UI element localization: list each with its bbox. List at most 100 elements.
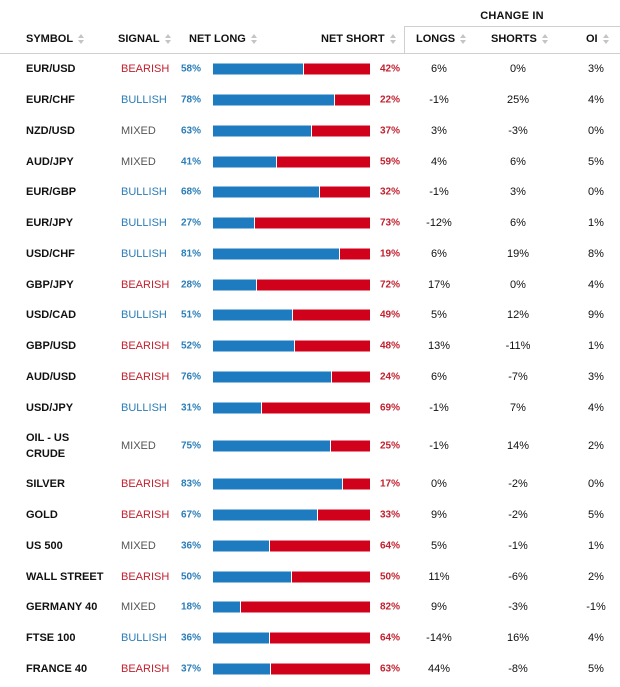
net-short-bar-fill [335, 94, 370, 106]
table-row[interactable]: FRANCE 40 BEARISH 37% 63% 44% -8% 5% [0, 654, 620, 685]
shorts-change-value: 0% [510, 278, 526, 291]
symbol-cell[interactable]: USD/CAD [26, 309, 77, 322]
table-row[interactable]: GOLD BEARISH 67% 33% 9% -2% 5% [0, 500, 620, 531]
signal-cell: BULLISH [121, 94, 167, 107]
sort-icon[interactable] [250, 34, 257, 44]
table-row[interactable]: GBP/JPY BEARISH 28% 72% 17% 0% 4% [0, 269, 620, 300]
table-row[interactable]: EUR/USD BEARISH 58% 42% 6% 0% 3% [0, 54, 620, 85]
oi-change-value: 5% [588, 662, 604, 675]
net-short-bar-fill [340, 248, 370, 260]
shorts-change-value: 19% [506, 247, 530, 260]
table-row[interactable]: EUR/CHF BULLISH 78% 22% -1% 25% 4% [0, 85, 620, 116]
sort-icon[interactable] [460, 34, 467, 44]
shorts-column-header[interactable]: SHORTS [491, 33, 548, 45]
longs-change-value: 6% [431, 63, 447, 76]
symbol-cell[interactable]: SILVER [26, 478, 65, 491]
net-long-bar-fill [213, 156, 278, 168]
symbol-cell[interactable]: EUR/GBP [26, 186, 77, 199]
net-long-value: 27% [181, 217, 202, 229]
signal-cell: BEARISH [121, 478, 170, 491]
net-short-bar-fill [330, 440, 370, 452]
symbol-cell[interactable]: WALL STREET [26, 570, 104, 583]
symbol-cell[interactable]: US 500 [26, 539, 63, 552]
net-long-value: 36% [181, 540, 202, 552]
symbol-cell[interactable]: EUR/USD [26, 63, 76, 76]
table-row[interactable]: OIL - US CRUDE MIXED 75% 25% -1% 14% 2% [0, 423, 620, 469]
change-in-label: CHANGE IN [480, 10, 544, 22]
symbol-cell[interactable]: USD/JPY [26, 401, 74, 414]
table-row[interactable]: US 500 MIXED 36% 64% 5% -1% 1% [0, 531, 620, 562]
net-short-value: 72% [379, 279, 400, 291]
sort-icon[interactable] [541, 34, 548, 44]
sort-icon[interactable] [602, 34, 609, 44]
symbol-cell[interactable]: GERMANY 40 [26, 601, 98, 614]
symbol-cell[interactable]: GBP/USD [26, 340, 77, 353]
table-row[interactable]: NZD/USD MIXED 63% 37% 3% -3% 0% [0, 116, 620, 147]
longs-change-value: -1% [429, 440, 449, 452]
longs-change-value: 9% [431, 601, 447, 614]
net-short-header-label: NET SHORT [321, 33, 385, 45]
symbol-cell[interactable]: AUD/JPY [26, 155, 74, 168]
oi-change-value: 0% [588, 478, 604, 491]
net-long-bar-fill [213, 663, 272, 675]
table-row[interactable]: AUD/USD BEARISH 76% 24% 6% -7% 3% [0, 362, 620, 393]
net-position-bar [213, 509, 370, 521]
signal-cell: MIXED [121, 124, 156, 137]
net-short-value: 48% [379, 340, 400, 352]
net-position-bar [213, 371, 370, 383]
table-row[interactable]: EUR/JPY BULLISH 27% 73% -12% 6% 1% [0, 208, 620, 239]
symbol-cell[interactable]: EUR/JPY [26, 217, 74, 230]
symbol-cell[interactable]: GOLD [26, 509, 58, 522]
longs-column-header[interactable]: LONGS [416, 33, 467, 45]
sort-icon[interactable] [389, 34, 396, 44]
signal-cell: MIXED [121, 440, 156, 452]
net-position-bar [213, 186, 370, 198]
net-short-bar-fill [241, 601, 370, 613]
net-short-column-header[interactable]: NET SHORT [321, 33, 396, 45]
net-long-value: 41% [181, 156, 202, 168]
table-row[interactable]: USD/CHF BULLISH 81% 19% 6% 19% 8% [0, 239, 620, 270]
symbol-cell[interactable]: EUR/CHF [26, 94, 75, 107]
longs-change-value: -1% [429, 186, 449, 199]
sort-icon[interactable] [164, 34, 171, 44]
oi-change-value: 1% [588, 217, 604, 230]
net-long-value: 31% [181, 402, 202, 414]
signal-column-header[interactable]: SIGNAL [118, 33, 171, 45]
shorts-change-value: -3% [508, 124, 528, 137]
shorts-change-value: -8% [508, 662, 528, 675]
signal-cell: BULLISH [121, 401, 167, 414]
shorts-change-value: -3% [508, 601, 528, 614]
net-short-bar-fill [277, 156, 370, 168]
table-row[interactable]: SILVER BEARISH 83% 17% 0% -2% 0% [0, 469, 620, 500]
shorts-change-value: 25% [506, 94, 530, 107]
sort-icon[interactable] [78, 34, 85, 44]
longs-change-value: -1% [429, 401, 449, 414]
table-row[interactable]: GERMANY 40 MIXED 18% 82% 9% -3% -1% [0, 592, 620, 623]
longs-change-value: 44% [427, 662, 451, 675]
symbol-cell[interactable]: OIL - US CRUDE [26, 430, 69, 462]
symbol-cell[interactable]: FTSE 100 [26, 632, 76, 645]
net-long-value: 18% [181, 601, 202, 613]
symbol-cell[interactable]: GBP/JPY [26, 278, 74, 291]
table-row[interactable]: AUD/JPY MIXED 41% 59% 4% 6% 5% [0, 146, 620, 177]
table-body: EUR/USD BEARISH 58% 42% 6% 0% 3% EUR/CHF BULLISH… [0, 54, 620, 684]
symbol-cell[interactable]: USD/CHF [26, 247, 75, 260]
net-short-bar-fill [311, 125, 370, 137]
symbol-cell[interactable]: AUD/USD [26, 370, 77, 383]
symbol-cell[interactable]: FRANCE 40 [26, 662, 88, 675]
longs-change-value: 0% [431, 478, 447, 491]
net-long-column-header[interactable]: NET LONG [189, 33, 257, 45]
oi-column-header[interactable]: OI [586, 33, 609, 45]
table-row[interactable]: USD/CAD BULLISH 51% 49% 5% 12% 9% [0, 300, 620, 331]
symbol-cell[interactable]: NZD/USD [26, 124, 75, 137]
table-row[interactable]: EUR/GBP BULLISH 68% 32% -1% 3% 0% [0, 177, 620, 208]
table-row[interactable]: GBP/USD BEARISH 52% 48% 13% -11% 1% [0, 331, 620, 362]
net-long-bar-fill [213, 63, 305, 75]
table-row[interactable]: FTSE 100 BULLISH 36% 64% -14% 16% 4% [0, 623, 620, 654]
table-row[interactable]: USD/JPY BULLISH 31% 69% -1% 7% 4% [0, 392, 620, 423]
symbol-column-header[interactable]: SYMBOL [26, 33, 85, 45]
table-row[interactable]: WALL STREET BEARISH 50% 50% 11% -6% 2% [0, 561, 620, 592]
net-long-bar-fill [213, 217, 256, 229]
signal-cell: BEARISH [121, 340, 170, 353]
